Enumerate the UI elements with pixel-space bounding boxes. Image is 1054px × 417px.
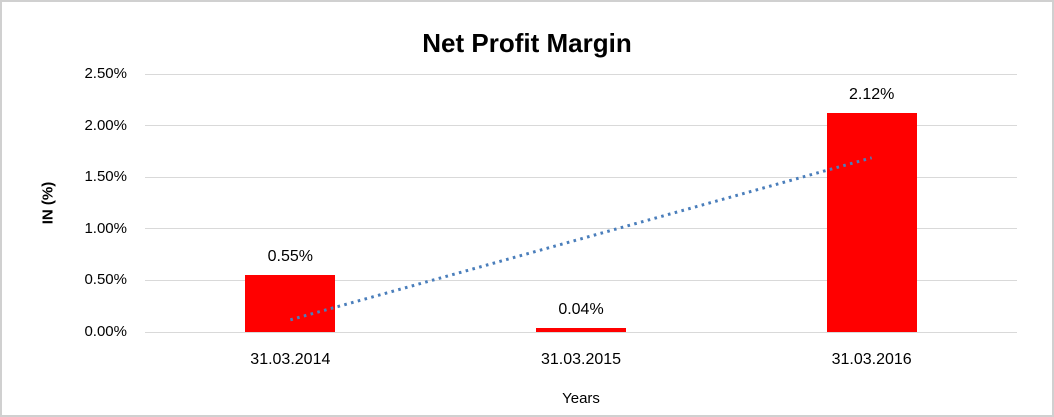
y-axis-title: IN (%)	[39, 181, 57, 225]
y-tick-label: 1.00%	[84, 219, 127, 237]
y-tick-label: 2.50%	[84, 65, 127, 82]
y-tick-label: 1.50%	[84, 168, 127, 186]
bar-31.03.2014	[245, 275, 336, 332]
bar-31.03.2016	[826, 113, 917, 332]
plot-area: 0.55% 0.04% 2.12%	[145, 73, 1017, 333]
x-axis-title: Years	[562, 390, 600, 407]
y-tick-label: 0.50%	[84, 271, 127, 289]
gridline	[145, 73, 1017, 75]
y-tick-label: 2.00%	[84, 116, 127, 134]
trendline-segment	[289, 156, 873, 322]
data-label: 2.12%	[848, 86, 895, 104]
x-tick-label: 31.03.2015	[540, 351, 622, 368]
chart-title: Net Profit Margin	[422, 28, 632, 58]
gridline	[145, 331, 1017, 333]
x-tick-label: 31.03.2016	[831, 351, 912, 368]
data-label: 0.55%	[267, 248, 314, 266]
gridline	[145, 125, 1017, 127]
y-tick-label: 0.00%	[84, 323, 127, 340]
data-label: 0.04%	[558, 300, 604, 318]
bar-31.03.2015	[536, 327, 626, 332]
x-tick-label: 31.03.2014	[250, 351, 331, 368]
